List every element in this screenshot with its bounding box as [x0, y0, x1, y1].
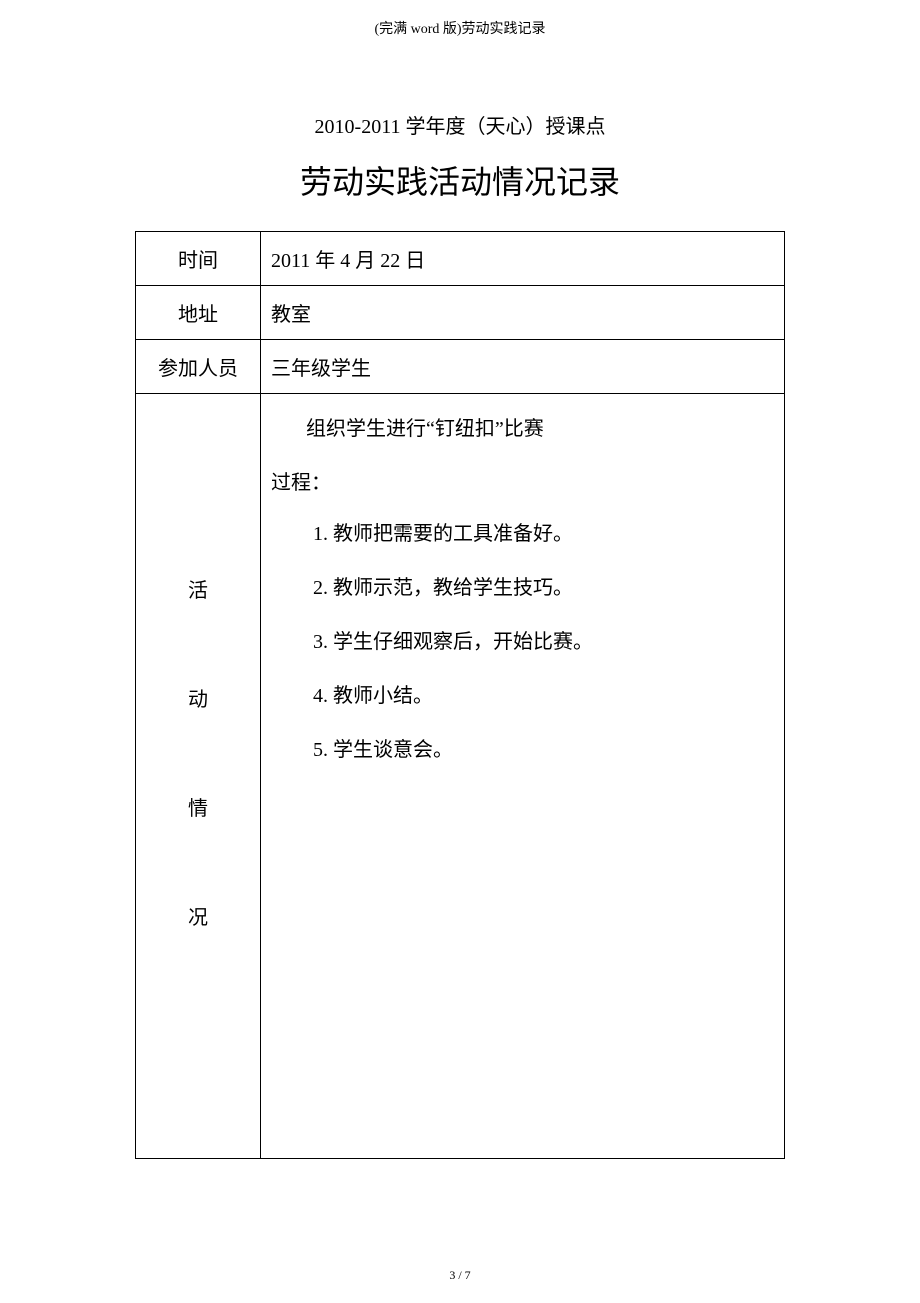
process-step: 2. 教师示范，教给学生技巧。	[271, 571, 774, 600]
row-value-time: 2011 年 4 月 22 日	[261, 232, 785, 286]
row-label-location: 地址	[136, 286, 261, 340]
process-step: 3. 学生仔细观察后，开始比赛。	[271, 625, 774, 654]
activity-char: 况	[188, 901, 208, 930]
row-label-participants: 参加人员	[136, 340, 261, 394]
table-row: 地址 教室	[136, 286, 785, 340]
row-value-location: 教室	[261, 286, 785, 340]
document-header-label: (完满 word 版)劳动实践记录	[0, 0, 920, 38]
process-step: 1. 教师把需要的工具准备好。	[271, 517, 774, 546]
table-row-activity: 活 动 情 况 组织学生进行“钉纽扣”比赛 过程： 1. 教师把需要的工具准备好…	[136, 394, 785, 1159]
row-label-time: 时间	[136, 232, 261, 286]
subtitle: 2010-2011 学年度（天心）授课点	[0, 110, 920, 139]
activity-char: 动	[188, 683, 208, 712]
activity-char: 活	[188, 574, 208, 603]
row-value-participants: 三年级学生	[261, 340, 785, 394]
activity-content-cell: 组织学生进行“钉纽扣”比赛 过程： 1. 教师把需要的工具准备好。 2. 教师示…	[261, 394, 785, 1159]
activity-title: 组织学生进行“钉纽扣”比赛	[271, 412, 774, 441]
page-number: 3 / 7	[0, 1268, 920, 1283]
table-row: 时间 2011 年 4 月 22 日	[136, 232, 785, 286]
record-table: 时间 2011 年 4 月 22 日 地址 教室 参加人员 三年级学生 活 动 …	[135, 231, 785, 1159]
activity-label-cell: 活 动 情 况	[136, 394, 261, 1159]
process-step: 5. 学生谈意会。	[271, 733, 774, 762]
process-step: 4. 教师小结。	[271, 679, 774, 708]
table-row: 参加人员 三年级学生	[136, 340, 785, 394]
process-label: 过程：	[271, 466, 774, 495]
main-title: 劳动实践活动情况记录	[0, 157, 920, 203]
activity-char: 情	[188, 792, 208, 821]
